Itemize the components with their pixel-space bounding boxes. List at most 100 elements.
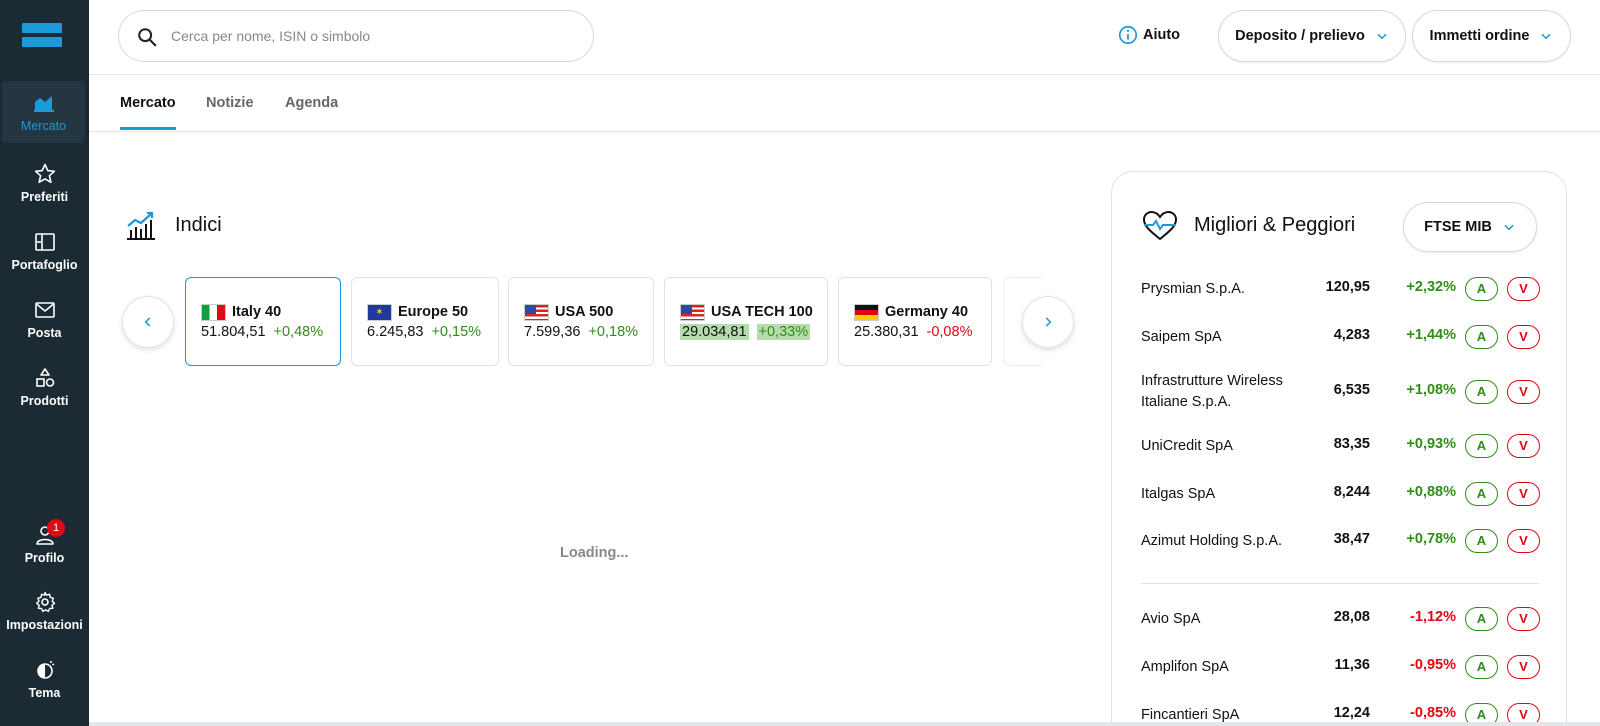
sidebar: Mercato Preferiti Portafoglio Posta Prod…: [0, 0, 89, 726]
index-value: 29.034,81: [680, 324, 749, 340]
index-card-usa-500[interactable]: USA 500 7.599,36 +0,18%: [508, 277, 654, 366]
deposit-withdraw-button[interactable]: Deposito / prelievo: [1218, 10, 1406, 62]
stock-change: -0,85%: [1410, 705, 1456, 721]
carousel-next-button[interactable]: [1022, 296, 1074, 348]
buy-button[interactable]: A: [1465, 655, 1498, 679]
sell-button[interactable]: V: [1507, 325, 1540, 349]
sidebar-item-preferiti[interactable]: Preferiti: [0, 152, 89, 214]
sell-button[interactable]: V: [1507, 277, 1540, 301]
stock-price: 11,36: [1334, 657, 1371, 673]
stock-name: Prysmian S.p.A.: [1141, 281, 1245, 297]
chevron-down-icon: [1541, 33, 1552, 40]
place-order-button[interactable]: Immetti ordine: [1412, 10, 1571, 62]
indices-title: Indici: [175, 214, 222, 236]
theme-icon: [36, 661, 54, 679]
sell-button[interactable]: V: [1507, 434, 1540, 458]
search-box[interactable]: [118, 10, 594, 62]
index-change: -0,08%: [926, 324, 973, 340]
sidebar-item-label: Portafoglio: [11, 258, 78, 272]
index-change: +0,33%: [756, 324, 811, 340]
index-value: 7.599,36: [524, 324, 581, 340]
sidebar-item-label: Profilo: [24, 551, 65, 565]
chevron-left-icon: [144, 317, 151, 327]
sidebar-item-tema[interactable]: Tema: [0, 648, 89, 710]
tab-agenda[interactable]: Agenda: [285, 95, 339, 111]
chevron-right-icon: [1045, 317, 1052, 327]
buy-button[interactable]: A: [1465, 380, 1498, 404]
shapes-icon: [35, 368, 54, 387]
buy-button[interactable]: A: [1465, 482, 1498, 506]
order-label: Immetti ordine: [1429, 28, 1530, 44]
header: Aiuto Deposito / prelievo Immetti ordine: [89, 0, 1600, 75]
stock-price: 83,35: [1333, 436, 1370, 452]
sidebar-item-profilo[interactable]: Profilo 1: [0, 513, 89, 575]
chevron-down-icon: [1377, 33, 1387, 40]
sell-button[interactable]: V: [1507, 655, 1540, 679]
buy-button[interactable]: A: [1465, 607, 1498, 631]
stock-price: 120,95: [1325, 279, 1370, 295]
mail-icon: [34, 302, 55, 318]
sidebar-item-impostazioni[interactable]: Impostazioni: [0, 580, 89, 642]
sidebar-item-portafoglio[interactable]: Portafoglio: [0, 220, 89, 282]
stock-name: Azimut Holding S.p.A.: [1141, 533, 1283, 549]
divider: [1141, 583, 1539, 584]
sidebar-item-label: Prodotti: [20, 394, 69, 408]
tab-bar: Mercato Notizie Agenda: [89, 75, 1600, 132]
sell-button[interactable]: V: [1507, 529, 1540, 553]
index-value: 25.380,31: [854, 324, 919, 340]
stock-change: +1,44%: [1406, 327, 1456, 343]
stock-change: +1,08%: [1406, 382, 1456, 398]
sidebar-item-mercato[interactable]: Mercato: [2, 81, 85, 143]
tab-mercato[interactable]: Mercato: [120, 95, 176, 130]
sell-button[interactable]: V: [1507, 380, 1540, 404]
stock-price: 6,535: [1333, 382, 1370, 398]
buy-button[interactable]: A: [1465, 325, 1498, 349]
help-link[interactable]: Aiuto: [1117, 24, 1180, 46]
stock-change: -0,95%: [1410, 657, 1456, 673]
logo[interactable]: [22, 23, 62, 49]
stock-change: +0,88%: [1406, 484, 1456, 500]
stock-name: Amplifon SpA: [1141, 659, 1229, 675]
index-card-europe-50[interactable]: ✶ Europe 50 6.245,83 +0,15%: [351, 277, 499, 366]
stock-name: UniCredit SpA: [1141, 438, 1233, 454]
index-card-germany-40[interactable]: Germany 40 25.380,31 -0,08%: [838, 277, 992, 366]
tab-notizie[interactable]: Notizie: [206, 95, 254, 111]
index-select-dropdown[interactable]: FTSE MIB: [1403, 202, 1537, 252]
carousel-prev-button[interactable]: [122, 296, 174, 348]
stock-name: Saipem SpA: [1141, 329, 1222, 345]
sell-button[interactable]: V: [1507, 482, 1540, 506]
buy-button[interactable]: A: [1465, 434, 1498, 458]
index-change: +0,18%: [588, 324, 639, 340]
deposit-label: Deposito / prelievo: [1235, 28, 1365, 44]
sell-button[interactable]: V: [1507, 703, 1540, 726]
index-card-usa-tech-100[interactable]: USA TECH 100 29.034,81 +0,33%: [664, 277, 828, 366]
gear-icon: [35, 591, 55, 613]
index-change: +0,15%: [431, 324, 482, 340]
sidebar-item-prodotti[interactable]: Prodotti: [0, 356, 89, 418]
heart-pulse-icon: [1142, 210, 1178, 241]
index-chart-icon: [127, 211, 155, 240]
movers-title: Migliori & Peggiori: [1194, 214, 1356, 236]
buy-button[interactable]: A: [1465, 277, 1498, 301]
sidebar-item-posta[interactable]: Posta: [0, 288, 89, 350]
search-input[interactable]: [171, 23, 571, 49]
stock-price: 4,283: [1333, 327, 1370, 343]
buy-button[interactable]: A: [1465, 703, 1498, 726]
index-name: Italy 40: [232, 304, 282, 320]
sidebar-item-label: Preferiti: [20, 190, 69, 204]
sidebar-item-label: Posta: [27, 326, 62, 340]
buy-button[interactable]: A: [1465, 529, 1498, 553]
index-card-italy-40[interactable]: Italy 40 51.804,51 +0,48%: [185, 277, 341, 366]
chevron-down-icon: [1504, 224, 1514, 231]
help-label: Aiuto: [1143, 27, 1181, 43]
index-select-value: FTSE MIB: [1424, 219, 1492, 235]
index-name: Europe 50: [398, 304, 469, 320]
stock-name: Italgas SpA: [1141, 486, 1216, 502]
bottom-border: [89, 722, 1600, 726]
chart-icon: [33, 96, 54, 112]
sell-button[interactable]: V: [1507, 607, 1540, 631]
star-icon: [34, 163, 55, 184]
index-value: 6.245,83: [367, 324, 424, 340]
stock-price: 38,47: [1333, 531, 1370, 547]
movers-panel: Migliori & Peggiori FTSE MIB Prysmian S.…: [1111, 171, 1567, 726]
